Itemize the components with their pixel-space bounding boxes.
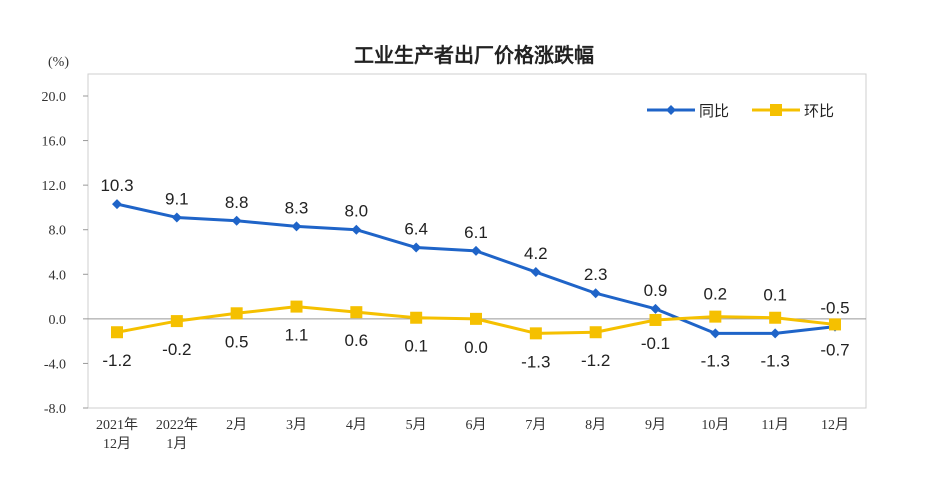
y-tick-label: 8.0 (49, 224, 67, 239)
x-tick-label: 2021年 (96, 417, 138, 433)
legend-label: 同比 (699, 102, 729, 120)
data-point-marker (590, 288, 601, 299)
data-point-marker (290, 300, 303, 313)
data-point-marker (111, 326, 123, 339)
plot-area-frame (87, 73, 867, 409)
y-tick-label: -4.0 (44, 357, 66, 372)
chart-title: 工业生产者出厂价格涨跌幅 (354, 43, 594, 67)
data-point-marker (170, 315, 183, 328)
data-label: -0.2 (162, 340, 191, 359)
data-label: 0.9 (644, 281, 668, 300)
data-point-marker (230, 307, 243, 320)
data-label: 8.0 (345, 202, 369, 221)
data-point-marker (770, 328, 781, 339)
data-point-marker (410, 311, 423, 324)
x-tick-label: 6月 (466, 417, 487, 433)
y-axis: 20.0 16.0 12.0 8.0 4.0 0.0 -4.0 -8.0 (42, 90, 88, 417)
data-point-marker (291, 221, 302, 232)
data-label: 9.1 (165, 189, 189, 208)
series-mom: -1.2 -0.2 0.5 1.1 0.6 0.1 0.0 -1.3 -1.2 -0.1 0.2 0.… (102, 285, 849, 372)
y-axis-unit-label: (%) (48, 55, 69, 70)
data-point-marker (649, 313, 662, 326)
x-tick-label: 7月 (525, 417, 546, 433)
data-label: 0.0 (464, 338, 488, 357)
x-tick-label: 4月 (346, 417, 367, 433)
data-point-marker (231, 215, 242, 226)
data-point-marker (471, 245, 481, 256)
data-point-marker (351, 224, 362, 235)
x-tick-label: 12月 (821, 417, 849, 433)
x-tick-label: 9月 (645, 417, 666, 433)
x-tick-label: 2月 (226, 417, 247, 433)
data-point-marker (709, 310, 722, 323)
x-tick-label: 10月 (701, 417, 729, 433)
data-point-marker (769, 311, 782, 324)
x-tick-label: 8月 (585, 417, 606, 433)
x-tick-label: 12月 (103, 436, 131, 452)
data-point-marker (829, 318, 841, 331)
x-tick-label: 2022年 (156, 417, 198, 433)
data-label: -1.2 (102, 351, 131, 370)
y-tick-label: 20.0 (42, 90, 67, 105)
data-point-marker (171, 212, 182, 223)
x-tick-label: 5月 (406, 417, 427, 433)
legend: 同比 环比 (647, 102, 834, 120)
data-label: 6.4 (404, 220, 428, 239)
data-label: 4.2 (524, 244, 548, 263)
data-label: 0.2 (704, 285, 728, 304)
data-label: -1.3 (761, 351, 790, 370)
data-point-marker (589, 326, 602, 339)
data-label: 6.1 (464, 223, 488, 242)
data-label: 8.8 (225, 193, 249, 212)
y-tick-label: 16.0 (42, 135, 67, 150)
data-point-marker (112, 199, 122, 210)
legend-swatch-marker (770, 104, 782, 116)
data-label: -0.5 (820, 298, 849, 317)
data-point-marker (710, 328, 721, 339)
x-axis: 2021年 12月 2022年 1月 2月 3月 4月 5月 6月 7月 8月 9月 10月 11月 12月 (96, 417, 849, 452)
data-label: -1.2 (581, 351, 610, 370)
data-label: -1.3 (521, 352, 550, 371)
x-tick-label: 3月 (286, 417, 307, 433)
legend-swatch-marker (666, 105, 676, 115)
data-label: -1.3 (701, 351, 730, 370)
data-point-marker (529, 327, 542, 340)
data-point-marker (411, 242, 422, 253)
data-label: 2.3 (584, 265, 608, 284)
data-label: 0.5 (225, 332, 249, 351)
x-tick-label: 1月 (166, 436, 187, 452)
data-label: -0.1 (641, 334, 670, 353)
data-label: 0.1 (404, 337, 428, 356)
y-tick-label: 12.0 (42, 179, 67, 194)
series-layer: 10.39.1 8.8 8.3 8.06.4 6.14.22.30.9-1.3 -1.3-… (100, 176, 849, 371)
data-label: 0.1 (763, 286, 787, 305)
data-label: -0.7 (820, 341, 849, 360)
data-label: 0.6 (345, 331, 369, 350)
data-label: 1.1 (285, 326, 309, 345)
data-point-marker (530, 267, 541, 278)
y-tick-label: 0.0 (49, 313, 67, 328)
x-tick-label: 11月 (761, 417, 788, 433)
series-yoy: 10.39.1 8.8 8.3 8.06.4 6.14.22.30.9-1.3 -1.3-… (100, 176, 849, 370)
y-tick-label: 4.0 (49, 268, 67, 283)
data-label: 10.3 (100, 176, 133, 195)
data-label: 8.3 (285, 198, 309, 217)
data-point-marker (350, 306, 363, 319)
legend-label: 环比 (804, 102, 834, 120)
data-point-marker (470, 312, 482, 325)
data-point-marker (650, 303, 661, 314)
y-tick-label: -8.0 (44, 402, 66, 417)
